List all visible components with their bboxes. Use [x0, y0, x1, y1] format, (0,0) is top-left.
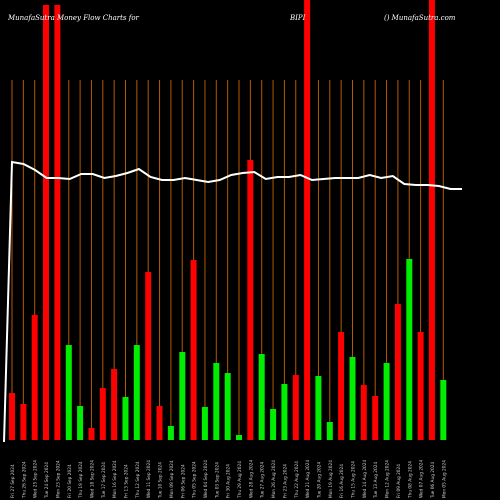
x-tick-label: Mon 23 Sep 2024	[55, 460, 61, 498]
money-flow-bar	[133, 345, 140, 440]
money-flow-bar	[20, 404, 27, 440]
money-flow-bar	[179, 352, 186, 440]
money-flow-bar	[349, 357, 356, 440]
money-flow-bar	[326, 422, 333, 440]
x-tick-label: Thu 29 Aug 2024	[237, 461, 243, 499]
money-flow-bar	[201, 407, 208, 440]
money-flow-bar	[406, 259, 413, 440]
x-tick-label: Mon 09 Sep 2024	[169, 460, 175, 498]
money-flow-bar	[54, 5, 61, 440]
money-flow-bar	[190, 260, 197, 440]
x-tick-label: Tue 03 Sep 2024	[214, 462, 220, 499]
money-flow-bar	[394, 304, 401, 440]
money-flow-bar	[360, 385, 367, 440]
money-flow-bar	[270, 409, 277, 440]
x-tick-label: Thu 26 Sep 2024	[21, 461, 27, 499]
x-tick-label: Tue 20 Aug 2024	[316, 462, 322, 499]
money-flow-bar	[292, 375, 299, 440]
x-tick-label: Wed 25 Sep 2024	[33, 460, 39, 498]
x-tick-label: Wed 28 Aug 2024	[248, 459, 254, 498]
money-flow-bar	[417, 332, 424, 440]
money-flow-bar	[31, 315, 38, 440]
x-tick-label: Tue 17 Sep 2024	[101, 462, 107, 499]
money-flow-bar	[43, 5, 49, 440]
money-flow-bar	[338, 332, 345, 440]
money-flow-bar	[77, 406, 84, 440]
x-tick-label: Thu 12 Sep 2024	[135, 461, 141, 499]
x-tick-label: Tue 27 Aug 2024	[260, 462, 266, 499]
money-flow-bar	[122, 397, 129, 440]
money-flow-bar	[156, 406, 163, 440]
money-flow-bar	[213, 363, 220, 440]
money-flow-bar	[247, 160, 254, 440]
price-line	[3, 160, 462, 443]
x-tick-label: Wed 18 Sep 2024	[90, 460, 96, 498]
x-tick-label: Wed 04 Sep 2024	[203, 460, 209, 498]
chart-title: MunafaSutra Money Flow Charts for	[8, 14, 139, 22]
x-tick-label: Fri 27 Sep 2024	[10, 464, 16, 498]
money-flow-bar	[111, 369, 118, 440]
money-flow-bar	[372, 396, 379, 440]
x-tick-label: Tue 24 Sep 2024	[44, 462, 50, 499]
x-tick-label: Mon 26 Aug 2024	[271, 460, 277, 498]
money-flow-bar	[167, 426, 174, 440]
x-tick-label: Fri 30 Aug 2024	[226, 464, 232, 498]
x-tick-label: Wed 14 Aug 2024	[362, 459, 368, 498]
money-flow-bars	[9, 0, 447, 440]
money-flow-bar	[145, 272, 152, 440]
x-tick-label: Fri 06 Sep 2024	[180, 464, 186, 498]
x-tick-label: Fri 09 Aug 2024	[396, 464, 402, 498]
x-tick-label: Mon 19 Aug 2024	[328, 460, 334, 498]
x-tick-label: Wed 11 Sep 2024	[146, 460, 152, 498]
x-tick-label: Thu 22 Aug 2024	[294, 461, 300, 499]
x-tick-label: Thu 05 Sep 2024	[192, 461, 198, 499]
money-flow-bar	[88, 428, 95, 440]
money-flow-bar	[258, 354, 265, 440]
x-tick-label: Thu 19 Sep 2024	[78, 461, 84, 499]
x-tick-label: Wed 21 Aug 2024	[305, 459, 311, 498]
money-flow-bar	[281, 384, 288, 440]
money-flow-bar	[383, 363, 390, 440]
money-flow-bar	[236, 435, 242, 440]
money-flow-bar	[440, 380, 447, 440]
x-tick-label: Fri 23 Aug 2024	[282, 464, 288, 498]
x-tick-label: Tue 10 Sep 2024	[158, 462, 164, 499]
x-tick-label: Mon 12 Aug 2024	[385, 460, 391, 498]
money-flow-bar	[65, 345, 72, 440]
x-tick-label: Wed 07 Aug 2024	[419, 459, 425, 498]
x-tick-label: Thu 08 Aug 2024	[407, 461, 413, 499]
x-tick-label: Fri 16 Aug 2024	[339, 464, 345, 498]
x-tick-label: Fri 20 Sep 2024	[67, 464, 73, 498]
money-flow-bar	[224, 373, 231, 440]
money-flow-bar	[9, 393, 15, 440]
x-tick-label: Tue 06 Aug 2024	[430, 462, 436, 499]
x-tick-label: Tue 13 Aug 2024	[373, 462, 379, 499]
money-flow-bar	[428, 0, 435, 440]
money-flow-bar	[99, 388, 106, 440]
money-flow-bar	[304, 0, 311, 440]
site-watermark: () MunafaSutra.com	[384, 14, 456, 22]
money-flow-bar	[315, 376, 322, 440]
x-tick-label: Mon 05 Aug 2024	[441, 460, 447, 498]
x-tick-label: Thu 15 Aug 2024	[351, 461, 357, 499]
x-tick-label: Mon 16 Sep 2024	[112, 460, 118, 498]
x-axis-labels: Fri 27 Sep 2024 Thu 26 Sep 2024 Wed 25 Sep…	[10, 459, 447, 499]
x-tick-label: Fri 13 Sep 2024	[124, 464, 130, 498]
chart-symbol: BIPI	[290, 14, 306, 22]
